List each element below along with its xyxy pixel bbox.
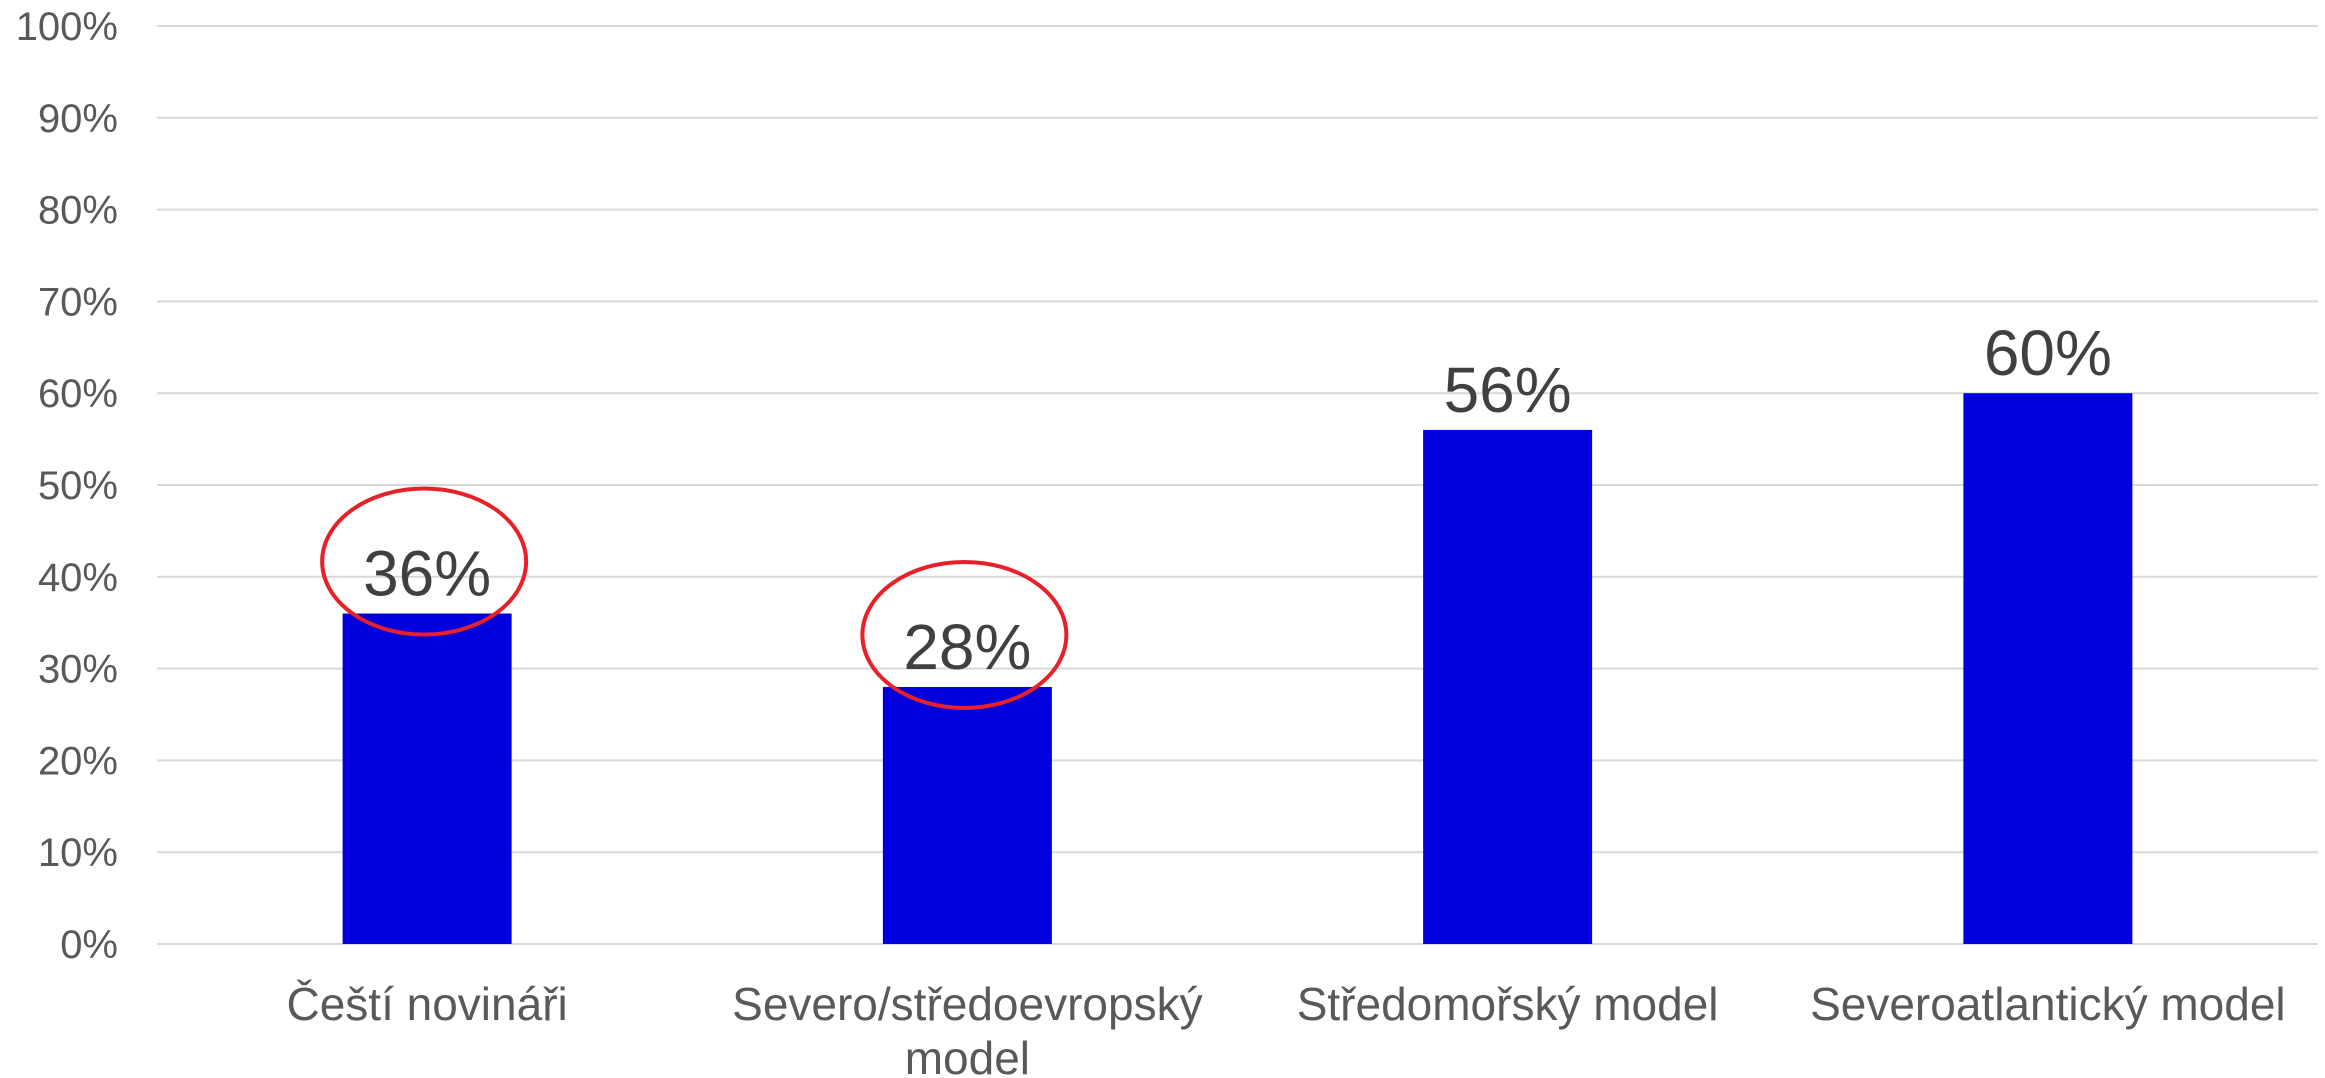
gridlines xyxy=(157,25,2318,945)
y-tick-label: 90% xyxy=(38,97,118,141)
data-label: 28% xyxy=(903,611,1031,683)
y-tick-label: 100% xyxy=(16,5,118,49)
highlight-ring xyxy=(860,559,1069,710)
y-tick-label: 80% xyxy=(38,189,118,233)
y-tick-label: 20% xyxy=(38,739,118,783)
highlight-rings xyxy=(320,486,1069,710)
bar xyxy=(882,686,1052,944)
bar xyxy=(1423,429,1593,944)
y-tick-label: 10% xyxy=(38,831,118,875)
x-category-label: Čeští novináři xyxy=(287,978,568,1030)
data-labels: 36% 28% 56% 60% xyxy=(363,317,2112,683)
x-category-label: Severo/středoevropský xyxy=(732,978,1202,1030)
data-label: 36% xyxy=(363,538,491,610)
y-tick-label: 50% xyxy=(38,464,118,508)
data-label: 60% xyxy=(1984,317,2112,389)
x-axis-category-labels: Čeští novináři Severo/středoevropskýmodel… xyxy=(287,978,2286,1078)
y-axis-tick-labels: 0% 10% 20% 30% 40% 50% 60% 70% 80% 90% 100% xyxy=(16,5,118,967)
data-label: 56% xyxy=(1444,354,1572,426)
x-category-label: model xyxy=(905,1032,1030,1078)
bar xyxy=(1963,393,2133,944)
y-tick-label: 60% xyxy=(38,372,118,416)
x-category-label: Severoatlantický model xyxy=(1810,978,2286,1030)
y-tick-label: 30% xyxy=(38,648,118,692)
y-tick-label: 70% xyxy=(38,280,118,324)
x-category-label: Středomořský model xyxy=(1297,978,1719,1030)
bars xyxy=(342,393,2133,944)
y-tick-label: 40% xyxy=(38,556,118,600)
bar xyxy=(342,613,512,944)
y-tick-label: 0% xyxy=(60,923,118,967)
highlight-ring xyxy=(320,486,529,637)
